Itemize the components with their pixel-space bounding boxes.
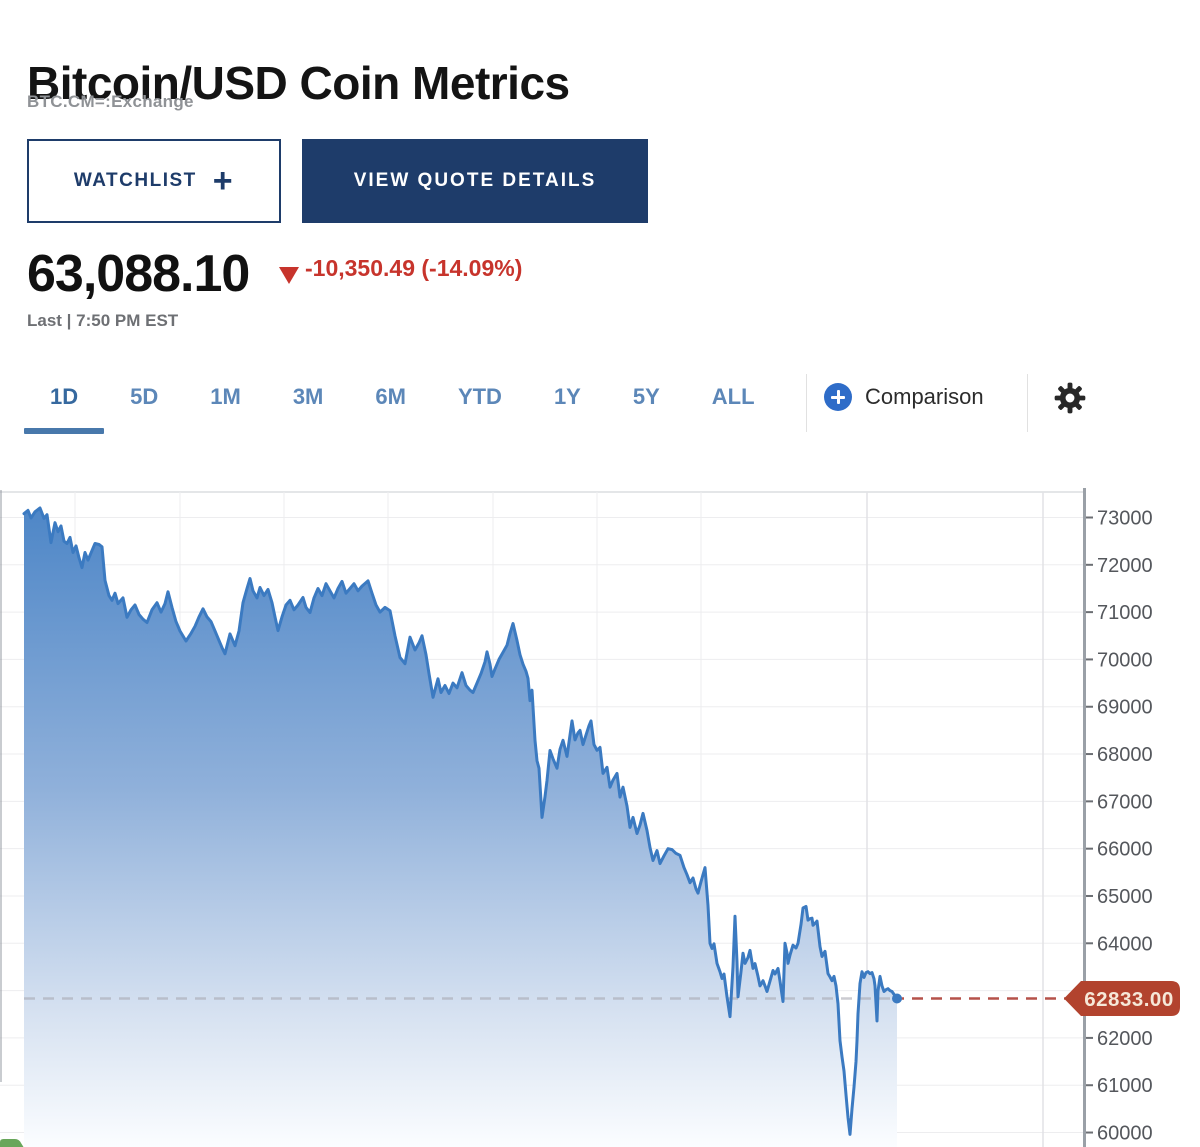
symbol-exchange: BTC.CM=:Exchange bbox=[27, 92, 194, 111]
price-change: -10,350.49 (-14.09%) bbox=[305, 255, 523, 281]
comparison-button[interactable]: Comparison bbox=[824, 383, 984, 411]
price-area-fill bbox=[24, 508, 897, 1147]
toolbar-divider bbox=[806, 374, 807, 432]
y-axis-label: 69000 bbox=[1097, 697, 1153, 719]
y-axis-label: 67000 bbox=[1097, 791, 1153, 813]
tab-ytd[interactable]: YTD bbox=[457, 384, 502, 409]
y-axis-label: 60000 bbox=[1097, 1123, 1153, 1145]
y-axis-label: 65000 bbox=[1097, 886, 1153, 908]
tab-6m[interactable]: 6M bbox=[375, 384, 406, 409]
down-arrow-icon bbox=[279, 267, 299, 284]
y-axis-label: 62000 bbox=[1097, 1028, 1153, 1050]
plus-circle-icon bbox=[824, 383, 852, 411]
tab-5d[interactable]: 5D bbox=[130, 384, 159, 409]
tab-all[interactable]: ALL bbox=[711, 384, 755, 409]
tab-5y[interactable]: 5Y bbox=[632, 384, 660, 409]
y-axis-label: 72000 bbox=[1097, 555, 1153, 577]
watchlist-button[interactable]: WATCHLIST + bbox=[27, 139, 281, 223]
y-axis-label: 70000 bbox=[1097, 649, 1153, 671]
y-axis-label: 71000 bbox=[1097, 602, 1153, 624]
last-price-tag bbox=[1064, 981, 1180, 1017]
tab-1y[interactable]: 1Y bbox=[553, 384, 581, 409]
last-price-dot bbox=[892, 993, 902, 1004]
y-axis-label: 61000 bbox=[1097, 1075, 1153, 1097]
y-axis-label: 73000 bbox=[1097, 508, 1153, 530]
last-price: 63,088.10 bbox=[27, 245, 250, 303]
last-timestamp: Last | 7:50 PM EST bbox=[27, 311, 179, 330]
view-quote-details-button[interactable]: VIEW QUOTE DETAILS bbox=[302, 139, 648, 223]
tab-1m[interactable]: 1M bbox=[210, 384, 241, 409]
price-line bbox=[22, 506, 899, 1136]
view-quote-details-label: VIEW QUOTE DETAILS bbox=[353, 170, 597, 191]
comparison-label: Comparison bbox=[865, 384, 984, 409]
y-axis-label: 68000 bbox=[1097, 744, 1153, 766]
y-axis-label: 64000 bbox=[1097, 933, 1153, 955]
page-title: Bitcoin/USD Coin Metrics bbox=[27, 56, 570, 109]
y-axis-label: 66000 bbox=[1097, 839, 1153, 861]
toolbar-divider bbox=[1027, 374, 1028, 432]
chart-settings-button[interactable] bbox=[1052, 380, 1088, 421]
range-tabs: 1D 5D 1M 3M 6M YTD 1Y 5Y ALL bbox=[23, 384, 755, 434]
last-price-tag-label: 62833.00 bbox=[1084, 988, 1174, 1011]
chat-widget-peek[interactable] bbox=[0, 1139, 24, 1147]
watchlist-button-label: WATCHLIST bbox=[73, 170, 197, 191]
tab-3m[interactable]: 3M bbox=[292, 384, 324, 409]
chart-toolbar: 1D 5D 1M 3M 6M YTD 1Y 5Y ALL Comparison bbox=[0, 372, 1200, 434]
gear-icon bbox=[1054, 382, 1086, 414]
action-buttons: WATCHLIST + VIEW QUOTE DETAILS bbox=[27, 139, 648, 223]
tab-1d[interactable]: 1D bbox=[23, 384, 105, 434]
